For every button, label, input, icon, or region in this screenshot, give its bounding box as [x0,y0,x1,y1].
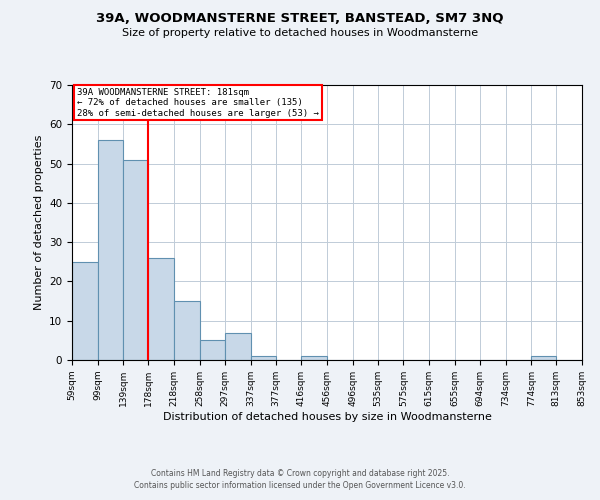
Bar [200,340,225,360]
Text: Size of property relative to detached houses in Woodmansterne: Size of property relative to detached ho… [122,28,478,38]
Bar [148,258,174,360]
Bar [531,356,556,360]
Text: 39A WOODMANSTERNE STREET: 181sqm
← 72% of detached houses are smaller (135)
28% : 39A WOODMANSTERNE STREET: 181sqm ← 72% o… [77,88,319,118]
Text: 39A, WOODMANSTERNE STREET, BANSTEAD, SM7 3NQ: 39A, WOODMANSTERNE STREET, BANSTEAD, SM7… [96,12,504,26]
Y-axis label: Number of detached properties: Number of detached properties [34,135,44,310]
Bar [251,356,276,360]
Bar [98,140,124,360]
Text: Contains HM Land Registry data © Crown copyright and database right 2025.: Contains HM Land Registry data © Crown c… [151,468,449,477]
Bar [124,160,148,360]
Bar [174,301,200,360]
Bar [72,262,98,360]
Bar [225,332,251,360]
Text: Contains public sector information licensed under the Open Government Licence v3: Contains public sector information licen… [134,481,466,490]
Bar [301,356,327,360]
X-axis label: Distribution of detached houses by size in Woodmansterne: Distribution of detached houses by size … [163,412,491,422]
